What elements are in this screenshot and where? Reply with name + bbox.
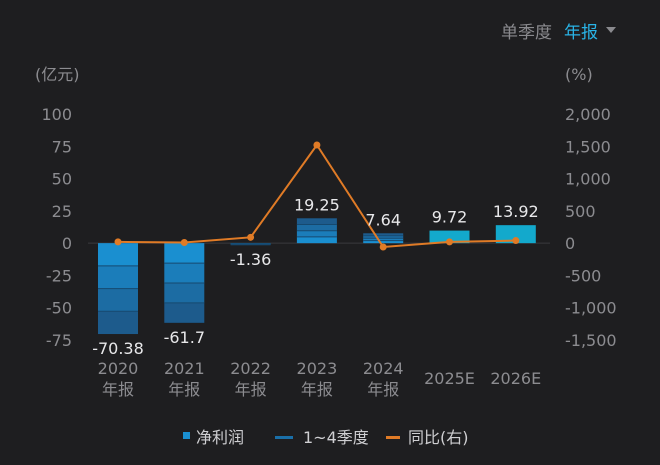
bar [98, 243, 138, 335]
bar [495, 225, 536, 244]
bar-value-label: 13.92 [493, 202, 539, 221]
bar-value-label: -61.7 [164, 328, 205, 347]
yoy-point [313, 141, 321, 149]
right-tick-label: 1,000 [565, 170, 611, 189]
data-labels: -70.38 -61.7 -1.36 19.25 7.64 9.72 13.92 [92, 195, 538, 358]
bar-value-label: 9.72 [432, 208, 468, 227]
bar-segment [98, 288, 138, 312]
bar [230, 243, 271, 246]
bar-value-label: 19.25 [294, 195, 340, 214]
bar-forecast [429, 230, 470, 244]
bar [429, 230, 470, 244]
x-tick-label: 2022 年报 [230, 359, 271, 399]
x-tick-label: 2026E [490, 369, 541, 388]
legend-swatch-net-profit [183, 432, 190, 439]
bar-segment [296, 218, 337, 225]
yoy-line [114, 141, 520, 251]
right-axis: (%) 2,000 1,500 1,000 500 0 -500 -1,000 -1,500 [565, 65, 617, 350]
period-toggle[interactable]: 单季度 年报 [501, 18, 616, 43]
right-tick-label: -1,000 [565, 299, 617, 318]
bar [363, 233, 404, 244]
right-tick-label: 0 [565, 234, 575, 253]
yoy-point [180, 238, 188, 246]
bar-segment [164, 282, 205, 303]
legend-swatch-quarters [275, 436, 293, 439]
left-axis-unit: (亿元) [35, 65, 80, 84]
legend: 净利润 1~4季度 同比(右) [183, 428, 469, 447]
legend-swatch-yoy [386, 436, 400, 439]
legend-label: 1~4季度 [303, 428, 369, 447]
left-axis: (亿元) 100 75 50 25 0 -25 -50 -75 [35, 65, 80, 350]
bar [164, 243, 205, 323]
left-tick-label: -50 [46, 299, 72, 318]
right-tick-label: 2,000 [565, 105, 611, 124]
x-tick-label: 2023 年报 [297, 359, 338, 399]
bar-segment [164, 263, 205, 283]
bar-segment [98, 265, 138, 289]
toggle-quarterly[interactable]: 单季度 [501, 23, 552, 43]
bar-segment [363, 233, 404, 236]
right-tick-label: -1,500 [565, 331, 617, 350]
bar-segment [296, 224, 337, 231]
right-axis-unit: (%) [565, 65, 593, 84]
bar-segment [98, 311, 138, 335]
x-tick-label: 2020 年报 [98, 359, 139, 399]
right-tick-label: 1,500 [565, 137, 611, 156]
bar-segment [164, 243, 205, 264]
left-tick-label: 25 [52, 202, 72, 221]
yoy-point [379, 243, 387, 251]
bar-segment [296, 236, 337, 244]
left-tick-label: -75 [46, 331, 72, 350]
bar-value-label: -70.38 [92, 339, 144, 358]
left-tick-label: 0 [62, 234, 72, 253]
bar-forecast [495, 225, 536, 244]
x-tick-label: 2024 年报 [363, 359, 404, 399]
bar-segment [296, 230, 337, 237]
legend-label: 净利润 [196, 428, 244, 447]
bar-segment [363, 238, 404, 241]
bar-segment [164, 302, 205, 323]
x-tick-label: 2021 年报 [164, 359, 205, 399]
bar-value-label: -1.36 [230, 250, 271, 269]
x-tick-label: 2025E [424, 369, 475, 388]
bars [98, 218, 536, 335]
x-axis: 2020 年报 2021 年报 2022 年报 2023 年报 2024 年报 2025E 2026E [98, 359, 542, 399]
legend-label: 同比(右) [408, 428, 469, 447]
left-tick-label: 75 [52, 137, 72, 156]
yoy-point [247, 233, 255, 241]
bar-segment [363, 235, 404, 239]
bar-segment [363, 240, 404, 244]
dropdown-caret-icon[interactable] [606, 27, 616, 33]
right-tick-label: -500 [565, 266, 601, 285]
yoy-point [114, 238, 122, 246]
toggle-annual[interactable]: 年报 [564, 23, 598, 43]
bar [296, 218, 337, 244]
left-tick-label: 100 [41, 105, 72, 124]
yoy-point [512, 237, 520, 245]
left-tick-label: -25 [46, 266, 72, 285]
right-tick-label: 500 [565, 202, 596, 221]
left-tick-label: 50 [52, 170, 72, 189]
bar-segment [98, 243, 138, 266]
bar-value-label: 7.64 [365, 210, 401, 229]
yoy-point [446, 238, 453, 246]
